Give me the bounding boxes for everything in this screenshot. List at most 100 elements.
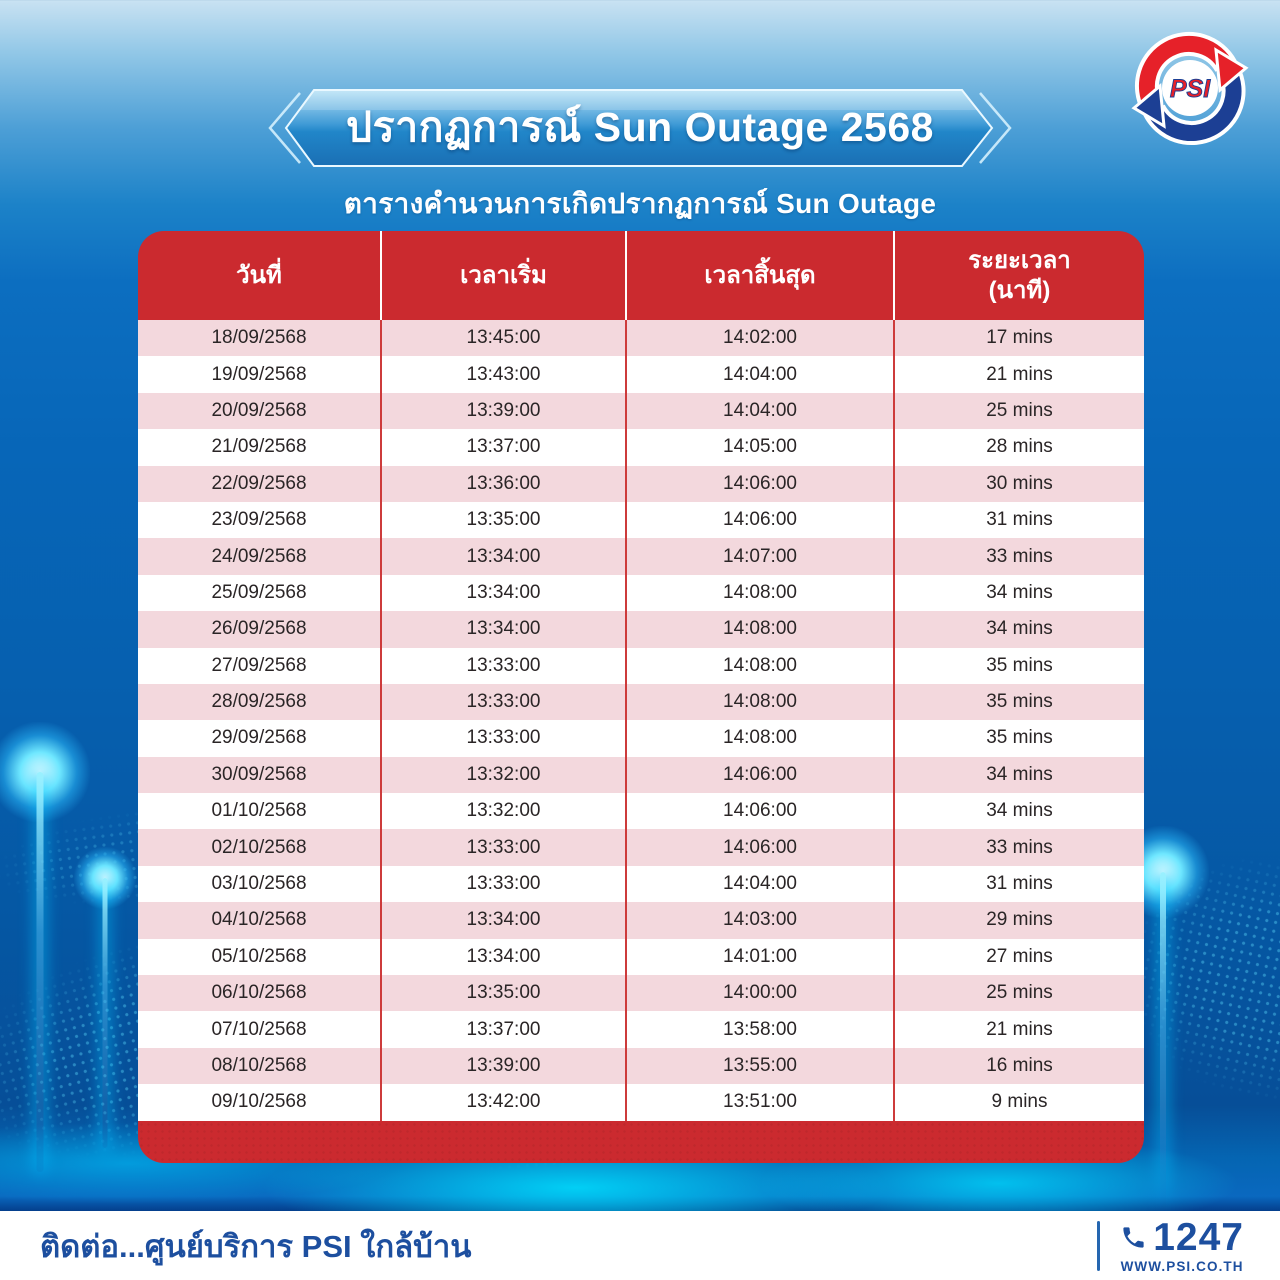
cell-start-time: 13:37:00 [380,429,625,466]
cell-start-time: 13:33:00 [380,647,625,684]
cell-start-time: 13:33:00 [380,865,625,903]
cell-end-time: 14:01:00 [625,938,893,976]
table-row: 07/10/2568 13:37:00 13:58:00 21 mins [138,1011,1144,1048]
cell-start-time: 13:32:00 [380,793,625,830]
cell-date: 30/09/2568 [211,763,307,785]
footer-divider [1097,1220,1101,1271]
cell-duration: 16 mins [893,1047,1144,1085]
cell-date: 26/09/2568 [211,618,307,640]
cell-date: 21/09/2568 [211,436,307,458]
table-row: 19/09/2568 13:43:00 14:04:00 21 mins [138,356,1144,393]
cell-end-time: 14:07:00 [625,538,893,575]
cell-end-time: 14:08:00 [625,574,893,612]
cell-duration: 21 mins [893,1011,1144,1048]
cell-end-time: 14:03:00 [625,902,893,939]
cell-date: 04/10/2568 [211,909,307,931]
light-pole-decoration [74,830,136,1160]
cell-end-time: 14:02:00 [625,320,893,357]
cell-duration: 34 mins [893,574,1144,612]
cell-date: 09/10/2568 [211,1091,307,1113]
table-row: 08/10/2568 13:39:00 13:55:00 16 mins [138,1047,1144,1085]
cell-start-time: 13:45:00 [380,320,625,357]
table-row: 02/10/2568 13:33:00 14:06:00 33 mins [138,829,1144,866]
cell-duration: 30 mins [893,465,1144,502]
cell-end-time: 14:08:00 [625,611,893,648]
cell-date: 29/09/2568 [211,727,307,749]
cell-start-time: 13:37:00 [380,1011,625,1048]
banner-right-chevron-icon [979,92,1012,164]
table-row: 27/09/2568 13:33:00 14:08:00 35 mins [138,647,1144,684]
table-footer-bar [138,1120,1144,1163]
table-row: 18/09/2568 13:45:00 14:02:00 17 mins [138,320,1144,357]
banner-shape [268,89,1012,167]
column-header-start: เวลาเริ่ม [380,231,625,320]
cell-date: 28/09/2568 [211,691,307,713]
cell-end-time: 14:05:00 [625,429,893,466]
cell-start-time: 13:33:00 [380,683,625,721]
cell-end-time: 14:06:00 [625,829,893,866]
table-row: 25/09/2568 13:34:00 14:08:00 34 mins [138,574,1144,612]
cell-duration: 31 mins [893,865,1144,903]
cell-start-time: 13:35:00 [380,975,625,1012]
cell-date: 05/10/2568 [211,945,307,967]
cell-date: 02/10/2568 [211,836,307,858]
table-row: 30/09/2568 13:32:00 14:06:00 34 mins [138,756,1144,794]
cell-date: 18/09/2568 [211,327,307,349]
cell-start-time: 13:43:00 [380,356,625,393]
banner-left-chevron-icon [268,92,301,164]
table-header-row: วันที่ เวลาเริ่ม เวลาสิ้นสุด ระยะเวลา (น… [138,231,1144,320]
sun-outage-table: วันที่ เวลาเริ่ม เวลาสิ้นสุด ระยะเวลา (น… [138,231,1144,1163]
cell-end-time: 13:55:00 [625,1047,893,1085]
table-row: 24/09/2568 13:34:00 14:07:00 33 mins [138,538,1144,575]
page-footer: ติดต่อ...ศูนย์บริการ PSI ใกล้บ้าน 1247 W… [0,1211,1280,1280]
cell-duration: 9 mins [893,1084,1144,1121]
cell-date: 24/09/2568 [211,545,307,567]
cell-end-time: 14:06:00 [625,465,893,502]
cell-date: 08/10/2568 [211,1055,307,1076]
cell-duration: 21 mins [893,356,1144,393]
table-row: 22/09/2568 13:36:00 14:06:00 30 mins [138,465,1144,502]
table-row: 01/10/2568 13:32:00 14:06:00 34 mins [138,793,1144,830]
cell-start-time: 13:34:00 [380,938,625,976]
column-header-end: เวลาสิ้นสุด [625,231,893,320]
table-row: 04/10/2568 13:34:00 14:03:00 29 mins [138,902,1144,939]
cell-duration: 17 mins [893,320,1144,357]
cell-end-time: 14:08:00 [625,720,893,757]
cell-duration: 29 mins [893,902,1144,939]
cell-duration: 25 mins [893,392,1144,430]
cell-duration: 35 mins [893,720,1144,757]
cell-end-time: 14:06:00 [625,501,893,539]
contact-text: ติดต่อ...ศูนย์บริการ PSI ใกล้บ้าน [40,1228,472,1264]
column-header-duration: ระยะเวลา (นาที) [893,231,1144,320]
table-row: 09/10/2568 13:42:00 13:51:00 9 mins [138,1084,1144,1121]
table-row: 21/09/2568 13:37:00 14:05:00 28 mins [138,429,1144,466]
psi-logo: PSI [1130,28,1250,148]
table-row: 29/09/2568 13:33:00 14:08:00 35 mins [138,720,1144,757]
cell-start-time: 13:33:00 [380,829,625,866]
cell-duration: 33 mins [893,829,1144,866]
cell-duration: 34 mins [893,793,1144,830]
table-row: 03/10/2568 13:33:00 14:04:00 31 mins [138,865,1144,903]
svg-text:PSI: PSI [1170,75,1211,103]
cell-date: 06/10/2568 [211,982,307,1004]
cell-end-time: 14:06:00 [625,756,893,794]
table-row: 28/09/2568 13:33:00 14:08:00 35 mins [138,683,1144,721]
phone-block: 1247 WWW.PSI.CO.TH [1120,1218,1244,1274]
cell-date: 22/09/2568 [211,472,307,494]
cell-duration: 27 mins [893,938,1144,976]
page-subtitle: ตารางคำนวนการเกิดปรากฏการณ์ Sun Outage [343,188,937,219]
cell-date: 25/09/2568 [211,581,307,603]
cell-start-time: 13:34:00 [380,902,625,939]
table-row: 05/10/2568 13:34:00 14:01:00 27 mins [138,938,1144,976]
cell-duration: 25 mins [893,975,1144,1012]
cell-start-time: 13:36:00 [380,465,625,502]
cell-end-time: 14:00:00 [625,975,893,1012]
cell-date: 03/10/2568 [211,873,307,895]
cell-duration: 34 mins [893,611,1144,648]
table-body: 18/09/2568 13:45:00 14:02:00 17 mins 19/… [138,320,1144,1121]
cell-end-time: 14:06:00 [625,793,893,830]
cell-start-time: 13:35:00 [380,501,625,539]
cell-date: 19/09/2568 [211,363,307,385]
table-row: 20/09/2568 13:39:00 14:04:00 25 mins [138,392,1144,430]
